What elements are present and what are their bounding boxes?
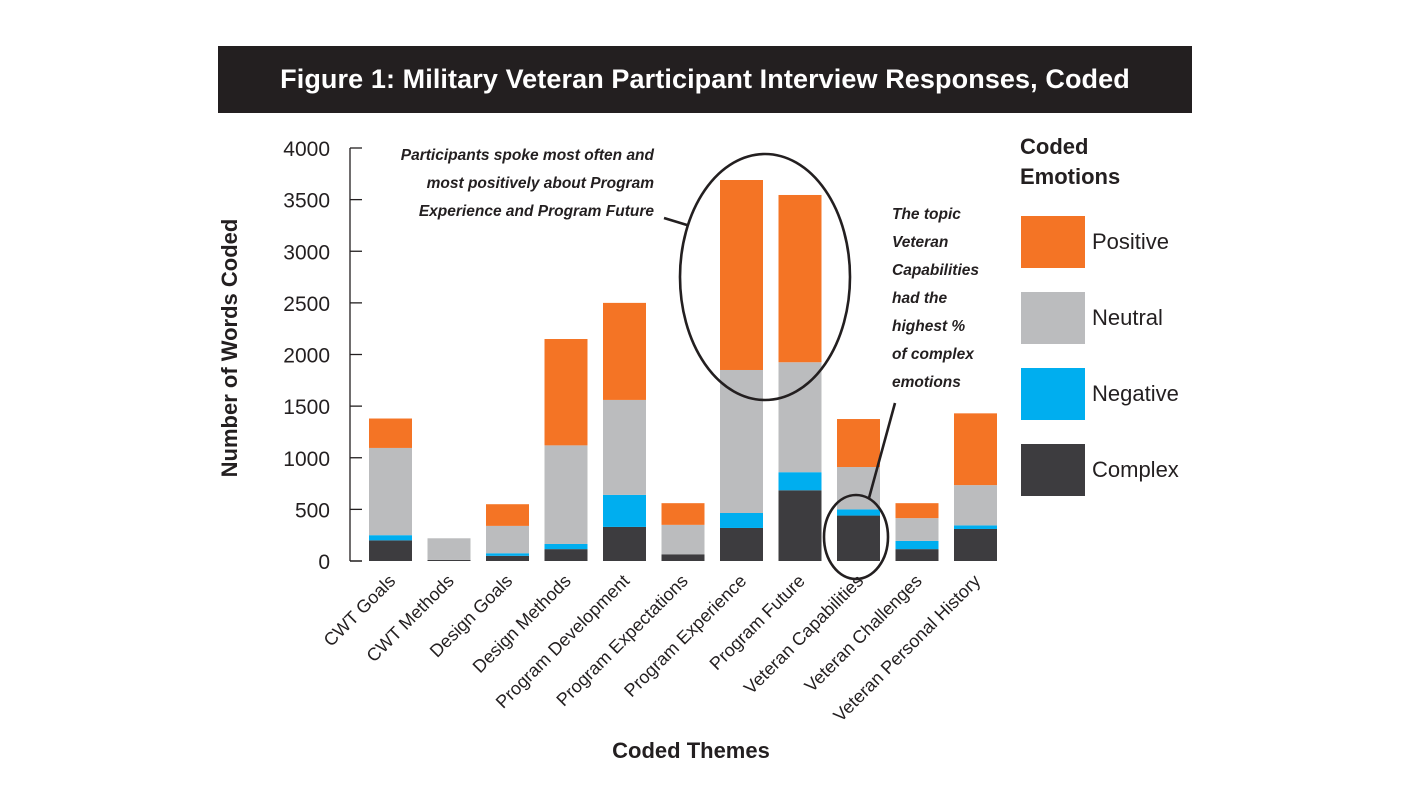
- bar-segment-negative: [778, 472, 822, 491]
- bar-segment-negative: [486, 553, 529, 556]
- annotation-text-line: most positively about Program: [427, 175, 655, 192]
- highlight-ellipse-veteran-capabilities: [822, 493, 890, 581]
- legend-label: Neutral: [1092, 305, 1163, 330]
- annotation-text-line: The topic: [892, 206, 961, 223]
- bar-segment-positive: [603, 302, 646, 400]
- legend: Coded Emotions Positive Neutral Negative Comp…: [1020, 134, 1179, 496]
- bar-segment-complex: [369, 540, 412, 561]
- y-tick-label: 0: [318, 551, 330, 574]
- bar-segment-positive: [778, 194, 822, 363]
- bar-segment-neutral: [661, 524, 705, 555]
- y-tick-label: 1500: [283, 396, 330, 419]
- y-axis-title: Number of Words Coded: [217, 219, 242, 478]
- bar-segment-positive: [954, 413, 997, 486]
- bar-stack: [720, 180, 763, 561]
- y-tick-label: 3500: [283, 190, 330, 213]
- annotation-text-line: Participants spoke most often and: [401, 147, 655, 164]
- annotation-text-line: highest %: [892, 318, 965, 335]
- chart-title: Figure 1: Military Veteran Participant I…: [280, 64, 1130, 94]
- bar-segment-negative: [544, 543, 588, 550]
- bar-segment-neutral: [544, 445, 588, 544]
- chart-title-bar: Figure 1: Military Veteran Participant I…: [218, 46, 1192, 113]
- bar-segment-complex: [427, 559, 471, 561]
- y-tick-label: 2000: [283, 345, 330, 368]
- bar-segment-positive: [544, 339, 588, 446]
- bar-segment-complex: [837, 515, 880, 561]
- bar-stack: [427, 538, 471, 561]
- annotation-text-line: emotions: [892, 374, 961, 391]
- x-tick-label: Design Methods: [469, 571, 575, 677]
- bar-stack: [778, 194, 822, 561]
- y-tick-label: 2500: [283, 293, 330, 316]
- legend-swatch: [1021, 368, 1085, 420]
- bar-stack: [954, 413, 997, 561]
- legend-swatch: [1021, 292, 1085, 344]
- annotation-pointer: [663, 216, 688, 227]
- legend-item-positive: Positive: [1021, 216, 1169, 268]
- bar-segment-negative: [837, 509, 880, 516]
- bar-segment-complex: [661, 554, 705, 561]
- annotation-text-line: Experience and Program Future: [419, 203, 655, 220]
- y-tick-label: 3000: [283, 241, 330, 264]
- bar-segment-neutral: [603, 399, 646, 495]
- bar-stack: [895, 503, 939, 561]
- annotation-text-line: of complex: [892, 346, 975, 363]
- bar-segment-negative: [603, 494, 646, 527]
- y-tick-label: 1000: [283, 448, 330, 471]
- bar-segment-positive: [486, 504, 529, 526]
- y-tick-label: 500: [295, 499, 330, 522]
- legend-title: Coded: [1020, 134, 1088, 159]
- bar-segment-negative: [369, 535, 412, 541]
- bar-segment-positive: [661, 503, 705, 525]
- bar-segment-negative: [954, 525, 997, 529]
- legend-label: Negative: [1092, 381, 1179, 406]
- legend-label: Positive: [1092, 229, 1169, 254]
- bar-segment-complex: [778, 490, 822, 561]
- bar-segment-neutral: [778, 362, 822, 473]
- bar-stack: [837, 419, 880, 561]
- annotation-text-line: Veteran: [892, 234, 948, 251]
- bar-stack: [544, 339, 588, 561]
- bar-stack: [369, 418, 412, 561]
- legend-title: Emotions: [1020, 164, 1120, 189]
- bar-segment-complex: [954, 528, 997, 561]
- bar-segment-neutral: [369, 447, 412, 536]
- bar-segment-neutral: [486, 525, 529, 554]
- legend-item-complex: Complex: [1021, 444, 1179, 496]
- bar-segment-complex: [486, 555, 529, 561]
- legend-item-negative: Negative: [1021, 368, 1179, 420]
- bar-segment-neutral: [895, 518, 939, 541]
- bar-segment-complex: [720, 527, 763, 561]
- annotation-text-line: Capabilities: [892, 262, 979, 279]
- axes: 0 500 1000 1500 2000 2500 3000 3500 4000: [283, 138, 362, 574]
- bar-segment-positive: [369, 418, 412, 448]
- annotation-text-line: had the: [892, 290, 947, 307]
- annotation-pointer: [867, 402, 897, 499]
- bar-segment-complex: [603, 526, 646, 561]
- annotations: Participants spoke most often and most po…: [401, 147, 979, 581]
- legend-label: Complex: [1092, 457, 1179, 482]
- bar-segment-complex: [544, 549, 588, 561]
- highlight-ellipse-program: [678, 152, 852, 402]
- legend-swatch: [1021, 444, 1085, 496]
- bar-segment-negative: [720, 512, 763, 528]
- bar-stack: [486, 504, 529, 561]
- legend-swatch: [1021, 216, 1085, 268]
- bar-segment-neutral: [427, 538, 471, 560]
- legend-item-neutral: Neutral: [1021, 292, 1163, 344]
- bar-segment-positive: [895, 503, 939, 519]
- y-tick-label: 4000: [283, 138, 330, 161]
- bar-stack: [603, 302, 646, 561]
- bar-stack: [661, 503, 705, 561]
- bar-segment-positive: [837, 419, 880, 468]
- bar-segment-negative: [895, 540, 939, 550]
- bar-segment-positive: [720, 180, 763, 370]
- x-axis-title: Coded Themes: [612, 738, 770, 763]
- bar-segment-neutral: [954, 485, 997, 526]
- bar-segment-complex: [895, 549, 939, 561]
- bar-segment-neutral: [720, 369, 763, 513]
